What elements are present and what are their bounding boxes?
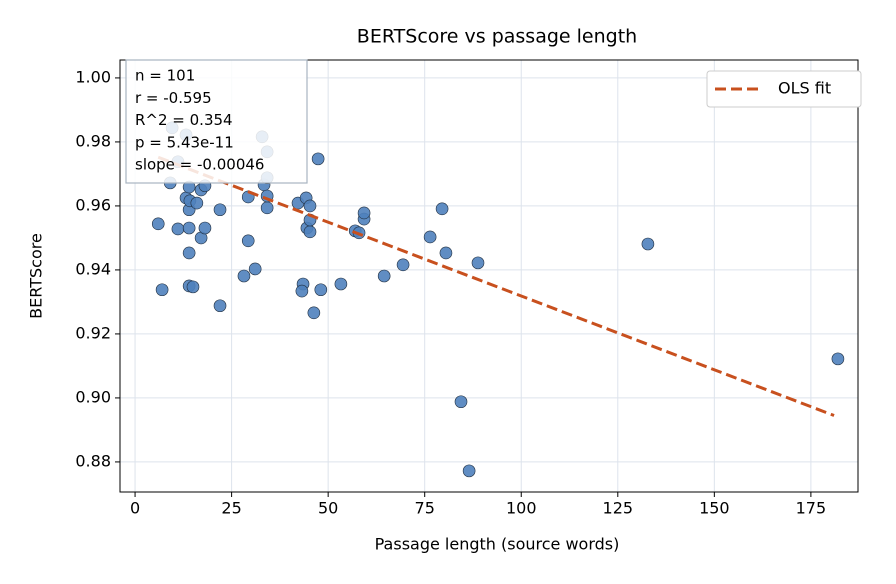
y-tick-label: 0.92 (75, 323, 111, 342)
scatter-point (435, 202, 449, 216)
chart-title: BERTScore vs passage length (357, 26, 637, 48)
scatter-point (314, 283, 328, 297)
scatter-point (155, 283, 169, 297)
scatter-point (396, 258, 410, 272)
y-tick-label: 0.98 (75, 131, 111, 150)
scatter-point (186, 280, 200, 294)
stats-line: slope = -0.00046 (135, 156, 264, 174)
scatter-point (241, 234, 255, 248)
scatter-point (260, 201, 274, 215)
scatter-point (307, 306, 321, 320)
x-tick-label: 0 (130, 499, 140, 518)
scatter-point (377, 269, 391, 283)
scatter-point (831, 352, 845, 366)
stats-box (125, 59, 308, 184)
scatter-point (334, 277, 348, 291)
y-tick-label: 0.96 (75, 195, 111, 214)
scatter-point (237, 269, 251, 283)
scatter-point (190, 196, 204, 210)
scatter-point (357, 206, 371, 220)
scatter-point (641, 237, 655, 251)
x-tick-label: 50 (318, 499, 338, 518)
x-tick-label: 25 (221, 499, 241, 518)
scatter-point (303, 199, 317, 213)
x-tick-label: 175 (796, 499, 827, 518)
y-tick-label: 0.88 (75, 451, 111, 470)
scatter-point (311, 152, 325, 166)
scatter-point (248, 262, 262, 276)
stats-line: R^2 = 0.354 (135, 111, 233, 129)
scatter-point (423, 230, 437, 244)
scatter-point (213, 203, 227, 217)
scatter-point (182, 246, 196, 260)
stats-line: r = -0.595 (135, 89, 212, 107)
x-tick-label: 125 (603, 499, 634, 518)
stats-line: n = 101 (135, 67, 195, 85)
scatter-point (462, 464, 476, 478)
y-axis-label: BERTScore (27, 233, 46, 319)
scatter-point (439, 246, 453, 260)
scatter-point (295, 284, 309, 298)
stats-line: p = 5.43e-11 (135, 133, 234, 151)
x-tick-label: 150 (699, 499, 730, 518)
scatter-point (303, 225, 317, 239)
x-tick-label: 75 (415, 499, 435, 518)
scatter-point (471, 256, 485, 270)
plot-area (151, 121, 845, 478)
legend-box (706, 70, 862, 108)
scatter-point (151, 217, 165, 231)
scatter-point (182, 221, 196, 235)
legend-label: OLS fit (778, 79, 831, 98)
scatter-point (454, 395, 468, 409)
y-tick-label: 0.90 (75, 387, 111, 406)
scatter-point (198, 221, 212, 235)
x-axis-label: Passage length (source words) (375, 535, 620, 554)
y-tick-label: 1.00 (75, 67, 111, 86)
scatter-point (171, 222, 185, 236)
y-tick-label: 0.94 (75, 259, 111, 278)
x-tick-label: 100 (506, 499, 537, 518)
scatter-point (213, 299, 227, 313)
plot-frame (119, 59, 859, 493)
fit-line (157, 155, 835, 417)
